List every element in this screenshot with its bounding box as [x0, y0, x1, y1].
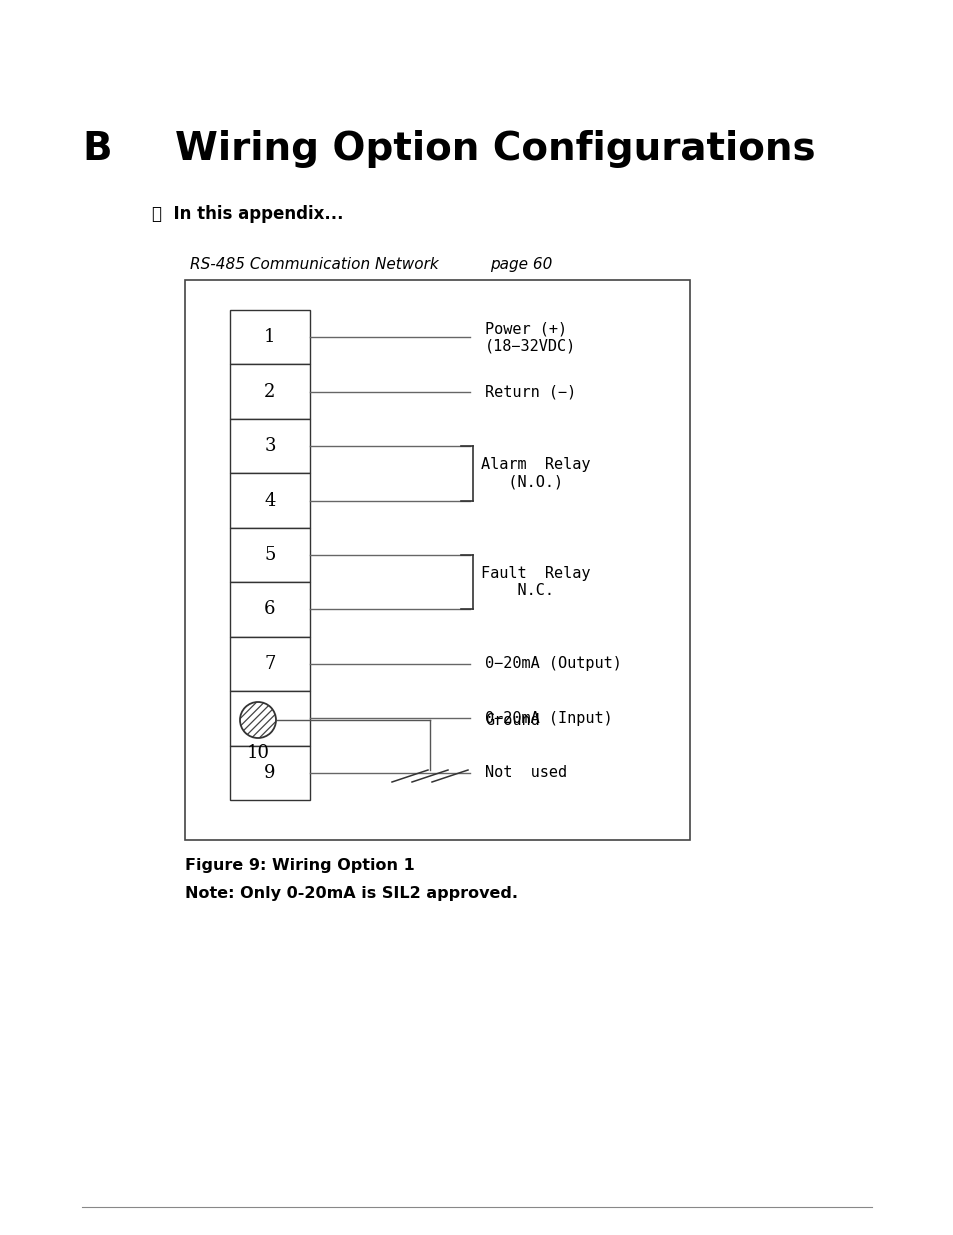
Text: ⟢  In this appendix...: ⟢ In this appendix...	[152, 205, 343, 224]
Text: 6: 6	[264, 600, 275, 619]
Text: Wiring Option Configurations: Wiring Option Configurations	[174, 130, 815, 168]
Bar	[230, 473, 310, 527]
Bar	[230, 527, 310, 582]
Text: Ground: Ground	[484, 713, 539, 727]
Bar	[230, 746, 310, 800]
Bar	[230, 419, 310, 473]
Text: Figure 9: Wiring Option 1: Figure 9: Wiring Option 1	[185, 858, 415, 873]
Bar	[185, 280, 689, 840]
Text: RS-485 Communication Network: RS-485 Communication Network	[190, 257, 438, 272]
Text: Alarm  Relay
   (N.O.): Alarm Relay (N.O.)	[480, 457, 590, 489]
Bar	[230, 310, 310, 364]
Text: page 60: page 60	[490, 257, 552, 272]
Bar	[230, 582, 310, 637]
Text: 5: 5	[264, 546, 275, 564]
Bar	[230, 637, 310, 692]
Bar	[230, 364, 310, 419]
Text: Not  used: Not used	[484, 766, 566, 781]
Text: B: B	[82, 130, 112, 168]
Text: 1: 1	[264, 329, 275, 346]
Text: Fault  Relay
    N.C.: Fault Relay N.C.	[480, 566, 590, 599]
Text: 10: 10	[246, 743, 269, 762]
Text: 0−20mA (Input): 0−20mA (Input)	[484, 711, 612, 726]
Text: Return (−): Return (−)	[484, 384, 576, 399]
Text: 3: 3	[264, 437, 275, 456]
Text: 8: 8	[264, 709, 275, 727]
Text: 2: 2	[264, 383, 275, 400]
Text: Power (+)
(18−32VDC): Power (+) (18−32VDC)	[484, 321, 576, 353]
Text: 9: 9	[264, 763, 275, 782]
Text: Note: Only 0-20mA is SIL2 approved.: Note: Only 0-20mA is SIL2 approved.	[185, 885, 517, 902]
Text: 0−20mA (Output): 0−20mA (Output)	[484, 656, 621, 672]
Text: 4: 4	[264, 492, 275, 510]
Circle shape	[240, 701, 275, 739]
Bar	[230, 692, 310, 746]
Text: 7: 7	[264, 655, 275, 673]
